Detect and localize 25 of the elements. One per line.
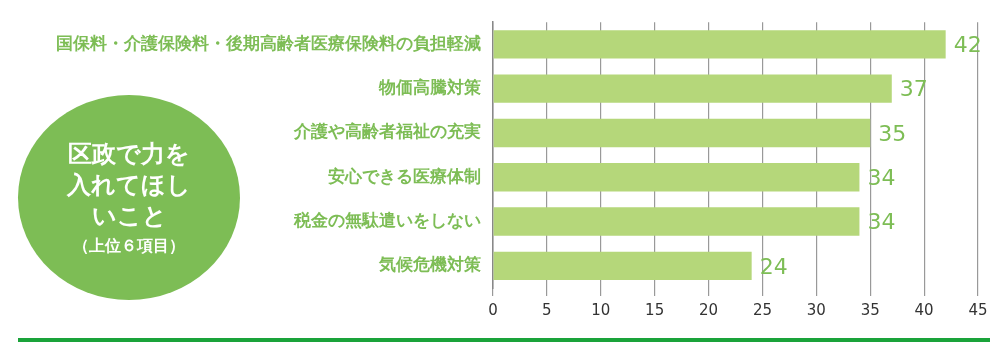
text: （上位６項目）	[73, 235, 185, 257]
bar	[493, 251, 752, 281]
y-tick-label: 税金の無駄遣いをしない	[293, 209, 481, 230]
y-tick-label: 気候危機対策	[378, 254, 481, 275]
x-tick-label: 30	[806, 300, 826, 319]
bar	[493, 207, 860, 236]
x-tick-label: 35	[860, 300, 880, 319]
x-tick-label: 45	[968, 300, 988, 319]
bar	[493, 74, 892, 103]
text: 区政で力を入れてほしいこと	[66, 138, 192, 232]
x-tick-label: 0	[488, 300, 498, 319]
y-tick-label: 安心できる医療体制	[328, 165, 481, 186]
x-tick-label: 5	[542, 300, 552, 319]
data-label: 35	[878, 120, 907, 146]
bar	[493, 118, 871, 148]
y-tick-label: 介護や高齢者福祉の充実	[293, 121, 481, 142]
bar	[493, 163, 860, 192]
x-tick-label: 25	[752, 300, 772, 319]
x-tick-label: 10	[591, 300, 611, 319]
x-tick-label: 15	[645, 300, 665, 319]
bar	[493, 30, 946, 59]
y-tick-label: 国保料・介護保険料・後期高齢者医療保険料の負担軽減	[56, 32, 481, 53]
y-tick-label: 物価高騰対策	[378, 77, 481, 98]
x-tick-label: 40	[914, 300, 934, 319]
x-tick-label: 20	[699, 300, 719, 319]
